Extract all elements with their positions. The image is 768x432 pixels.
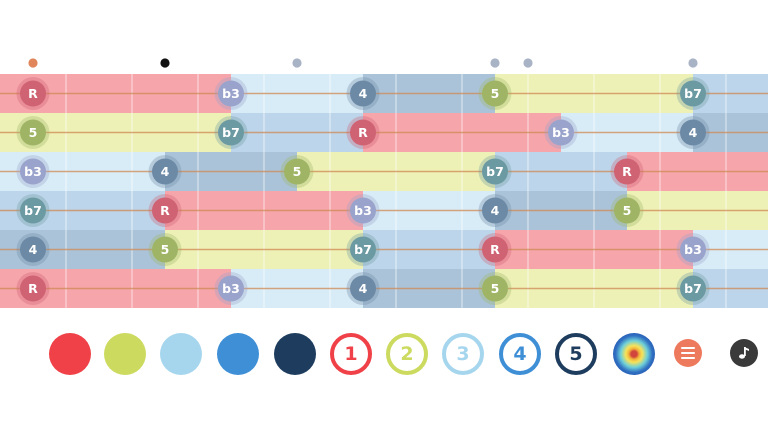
note-label: R: [490, 242, 500, 257]
light-blue-swatch[interactable]: [160, 333, 202, 375]
note-dot[interactable]: [218, 275, 244, 302]
finger-4-button[interactable]: 4: [499, 333, 541, 375]
note-label: 4: [689, 125, 698, 140]
note-dot[interactable]: [20, 197, 46, 224]
menu-lines-icon: [681, 347, 695, 359]
finger-3-button[interactable]: 3: [442, 333, 484, 375]
note-label: b7: [684, 281, 702, 296]
note-label: b7: [354, 242, 372, 257]
note-label: R: [622, 164, 632, 179]
note-label: b3: [222, 281, 240, 296]
note-dot[interactable]: [680, 80, 706, 107]
note-label: R: [28, 86, 38, 101]
note-dot[interactable]: [350, 80, 376, 107]
note-label: 4: [161, 164, 170, 179]
note-label: R: [358, 125, 368, 140]
note-label: 4: [491, 203, 500, 218]
note-dot[interactable]: [350, 119, 376, 146]
note-label: R: [160, 203, 170, 218]
hamburger-menu-icon[interactable]: [674, 339, 702, 367]
note-dot[interactable]: [350, 236, 376, 263]
note-glyph-icon: [739, 347, 749, 359]
blue-swatch[interactable]: [217, 333, 259, 375]
note-dot[interactable]: [152, 197, 178, 224]
note-dot[interactable]: [284, 158, 310, 185]
note-dot[interactable]: [482, 236, 508, 263]
note-label: b7: [684, 86, 702, 101]
red-swatch[interactable]: [49, 333, 91, 375]
note-dot[interactable]: [20, 158, 46, 185]
finger-5-button[interactable]: 5: [555, 333, 597, 375]
navy-swatch[interactable]: [274, 333, 316, 375]
note-dot[interactable]: [680, 275, 706, 302]
note-label: 4: [359, 281, 368, 296]
note-label: 5: [623, 203, 632, 218]
note-dot[interactable]: [218, 80, 244, 107]
note-dot[interactable]: [20, 119, 46, 146]
note-label: b7: [222, 125, 240, 140]
lime-swatch[interactable]: [104, 333, 146, 375]
note-label: R: [28, 281, 38, 296]
note-label: 5: [491, 281, 500, 296]
note-dot[interactable]: [680, 236, 706, 263]
note-label: b3: [222, 86, 240, 101]
note-label: 5: [29, 125, 38, 140]
note-dot[interactable]: [614, 197, 640, 224]
note-dot[interactable]: [20, 236, 46, 263]
note-dot[interactable]: [218, 119, 244, 146]
note-label: 4: [29, 242, 38, 257]
fret-inlay-markers: [28, 58, 698, 68]
note-dot[interactable]: [20, 80, 46, 107]
inlay-dot: [28, 58, 38, 68]
note-label: 4: [359, 86, 368, 101]
inlay-dot: [292, 58, 302, 68]
note-dot[interactable]: [350, 275, 376, 302]
note-label: b3: [24, 164, 42, 179]
inlay-dot: [160, 58, 170, 68]
note-dot[interactable]: [152, 158, 178, 185]
note-dot[interactable]: [614, 158, 640, 185]
note-dot[interactable]: [482, 80, 508, 107]
note-label: b3: [684, 242, 702, 257]
note-label: 5: [161, 242, 170, 257]
music-note-icon[interactable]: [730, 339, 758, 367]
note-label: b7: [486, 164, 504, 179]
target-spectrum-icon[interactable]: [613, 333, 655, 375]
note-label: 5: [491, 86, 500, 101]
note-dot[interactable]: [152, 236, 178, 263]
fret-grid: [65, 74, 727, 308]
inlay-dot: [688, 58, 698, 68]
note-dot[interactable]: [482, 158, 508, 185]
degree-band-layer: [0, 74, 768, 308]
note-dot[interactable]: [548, 119, 574, 146]
note-dot[interactable]: [20, 275, 46, 302]
finger-1-button[interactable]: 1: [330, 333, 372, 375]
note-label: b3: [354, 203, 372, 218]
note-dot[interactable]: [680, 119, 706, 146]
note-label: b3: [552, 125, 570, 140]
note-dot[interactable]: [482, 197, 508, 224]
note-label: 5: [293, 164, 302, 179]
note-label: b7: [24, 203, 42, 218]
inlay-dot: [523, 58, 533, 68]
string-lines: [0, 92, 768, 290]
inlay-dot: [490, 58, 500, 68]
note-dot[interactable]: [350, 197, 376, 224]
bottom-toolbar: 1 2 3 4 5: [0, 325, 768, 383]
finger-2-button[interactable]: 2: [386, 333, 428, 375]
note-dot[interactable]: [482, 275, 508, 302]
